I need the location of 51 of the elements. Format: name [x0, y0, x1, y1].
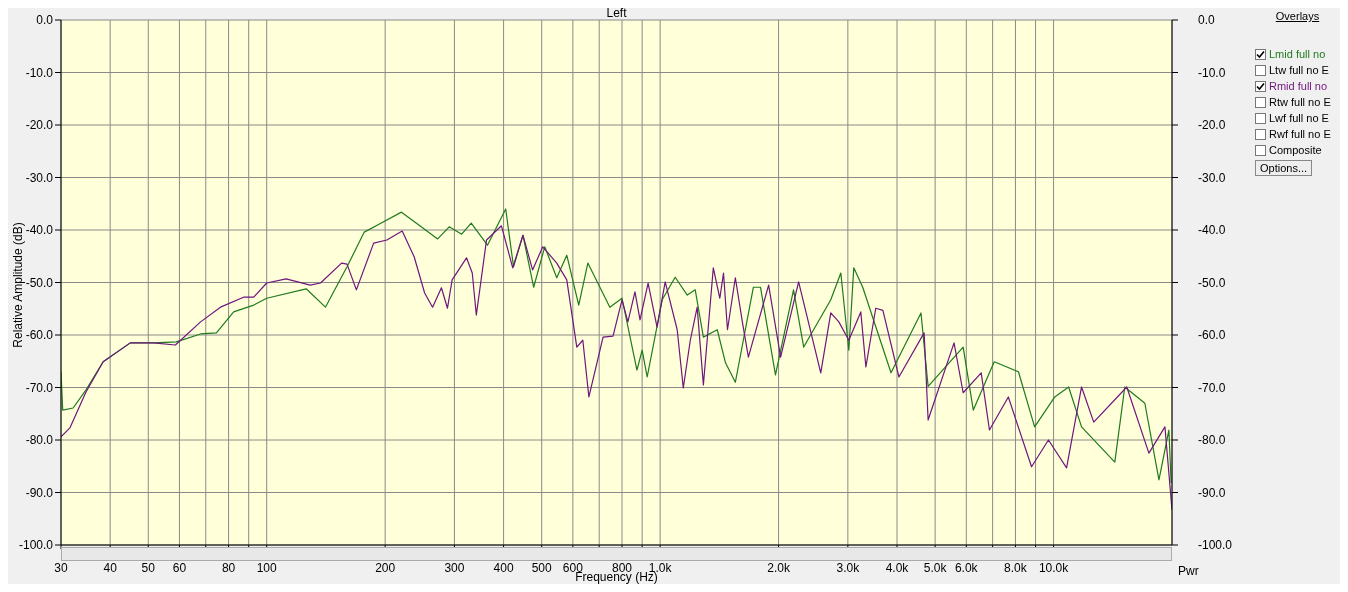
x-tick-label: 4.0k — [885, 560, 910, 575]
text: Options... — [1255, 160, 1313, 176]
x-tick-label: 8.0k — [1004, 560, 1028, 575]
y-tick-label: -100.0 — [18, 538, 54, 553]
y2-tick-label: -50.0 — [1198, 275, 1226, 290]
y2-tick-label: -90.0 — [1198, 485, 1226, 500]
y2-tick-label: -40.0 — [1198, 223, 1226, 238]
chart-title: Left — [605, 6, 628, 20]
y2-tick-label: 0.0 — [1198, 13, 1216, 28]
y-axis-title: Relative Amplitude (dB) — [11, 221, 25, 350]
text: Rtw full no E — [1269, 96, 1331, 108]
y2-tick-label: -60.0 — [1198, 328, 1226, 343]
text: Composite — [1269, 144, 1322, 156]
y-tick-label: -90.0 — [25, 485, 54, 500]
y2-tick-label: -100.0 — [1198, 538, 1233, 553]
x-tick-label: 100 — [256, 560, 278, 575]
x-tick-label: 40 — [103, 560, 118, 575]
x-tick-label: 50 — [141, 560, 156, 575]
x-tick-label: 60 — [172, 560, 187, 575]
x-tick-label: 2.0k — [767, 560, 791, 575]
text: Lmid full no — [1269, 48, 1326, 60]
x-tick-label: 5.0k — [923, 560, 948, 575]
y2-tick-label: -80.0 — [1198, 433, 1226, 448]
x-tick-label: 3.0k — [836, 560, 861, 575]
y2-tick-label: -70.0 — [1198, 380, 1226, 395]
text: Rwf full no E — [1269, 128, 1331, 140]
y-tick-label: -70.0 — [25, 380, 54, 395]
y-tick-label: -30.0 — [25, 170, 54, 185]
x-tick-label: 500 — [531, 560, 553, 575]
y-tick-label: -80.0 — [25, 433, 54, 448]
legend-title: Overlays — [1274, 10, 1321, 22]
y-tick-label: -50.0 — [25, 275, 54, 290]
y-tick-label: -40.0 — [25, 223, 54, 238]
x-tick-label: 400 — [493, 560, 514, 575]
x-tick-label: 200 — [375, 560, 396, 575]
y2-tick-label: -20.0 — [1198, 118, 1226, 133]
y-tick-label: -20.0 — [25, 118, 54, 133]
y-tick-label: 0.0 — [36, 13, 54, 28]
x-tick-label: 80 — [221, 560, 236, 575]
y2-tick-label: -30.0 — [1198, 170, 1226, 185]
y-tick-label: -60.0 — [25, 328, 54, 343]
x-tick-label: 30 — [54, 560, 68, 575]
x-tick-label: 6.0k — [954, 560, 979, 575]
x-tick-label: 10.0k — [1038, 560, 1070, 575]
x-tick-label: 300 — [444, 560, 465, 575]
text: Lwf full no E — [1269, 112, 1329, 124]
y2-axis-title: Pwr — [1178, 564, 1199, 578]
text: Rmid full no — [1269, 80, 1328, 92]
y-tick-label: -10.0 — [25, 65, 54, 80]
text: Ltw full no E — [1269, 64, 1329, 76]
y2-tick-label: -10.0 — [1198, 65, 1226, 80]
